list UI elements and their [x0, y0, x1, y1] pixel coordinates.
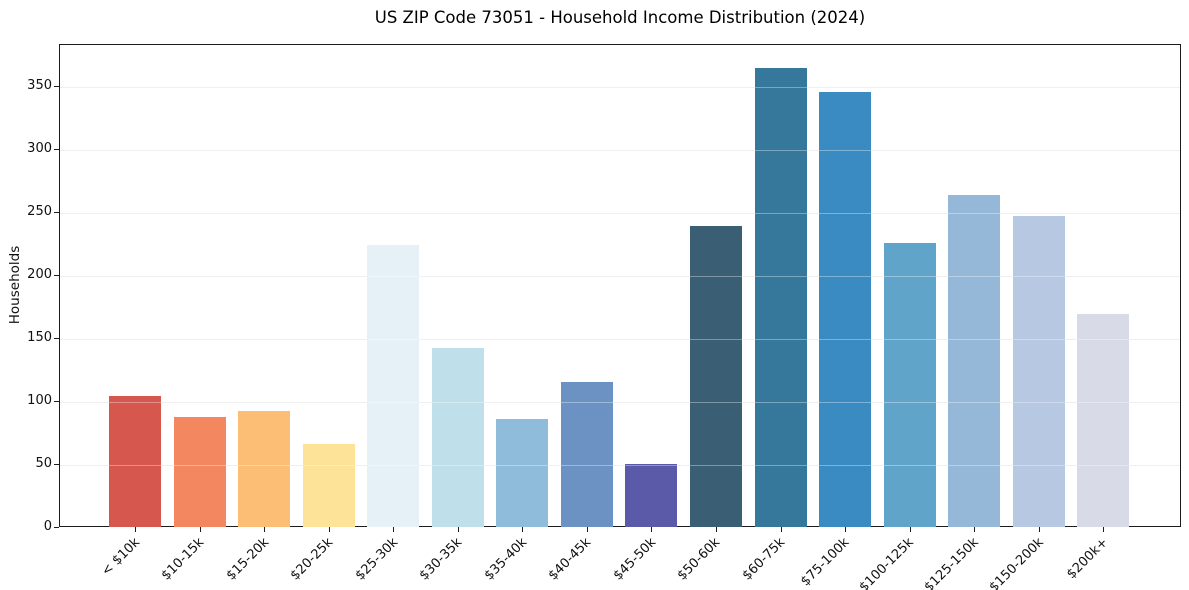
y-tick-label: 150 — [27, 329, 52, 345]
gridline — [60, 401, 1180, 403]
x-tick-label: $60-75k — [739, 535, 789, 584]
y-tick-mark — [54, 274, 59, 276]
y-tick-label: 250 — [27, 203, 52, 219]
x-tick-label: $20-25k — [287, 535, 337, 584]
y-axis-label: Households — [7, 245, 23, 325]
bar-$35-40k — [496, 418, 549, 527]
bar-$200k+ — [1077, 313, 1130, 527]
y-tick-mark — [54, 463, 59, 465]
bar-$50-60k — [689, 225, 742, 527]
y-tick-mark — [54, 211, 59, 213]
bar-$45-50k — [625, 463, 678, 527]
bar-$60-75k — [754, 67, 807, 527]
y-tick-label: 300 — [27, 140, 52, 156]
y-tick-mark — [54, 148, 59, 150]
x-tick-label: $150-200k — [986, 535, 1047, 590]
x-tick-mark — [974, 527, 976, 532]
y-tick-label: 200 — [27, 266, 52, 282]
x-tick-mark — [780, 527, 782, 532]
y-tick-mark — [54, 527, 59, 528]
bar-$25-30k — [367, 244, 420, 527]
x-tick-mark — [457, 527, 459, 532]
bar-$10-15k — [173, 417, 226, 527]
x-tick-label: $50-60k — [675, 535, 724, 584]
bar-$125-150k — [948, 195, 1001, 527]
bar-< $10k — [109, 395, 161, 527]
x-tick-mark — [328, 527, 330, 532]
x-tick-label: $35-40k — [481, 535, 530, 584]
y-tick-mark — [54, 400, 59, 402]
bar-$40-45k — [560, 381, 613, 527]
x-tick-label: $75-100k — [798, 535, 853, 590]
x-tick-label: $15-20k — [223, 535, 272, 584]
x-tick-label: $125-150k — [921, 535, 982, 590]
x-tick-label: $100-125k — [857, 535, 918, 590]
gridline — [60, 338, 1180, 340]
x-tick-label: $45-50k — [610, 535, 660, 584]
x-tick-label: $25-30k — [352, 535, 401, 584]
gridline — [60, 212, 1180, 214]
y-tick-label: 0 — [43, 519, 52, 534]
x-tick-mark — [586, 527, 588, 532]
bar-$150-200k — [1012, 215, 1065, 527]
x-tick-mark — [1038, 527, 1040, 532]
x-tick-label: $40-45k — [545, 535, 595, 584]
x-tick-mark — [522, 527, 524, 532]
x-tick-mark — [264, 527, 266, 532]
x-tick-mark — [845, 527, 847, 532]
bar-$100-125k — [883, 243, 936, 527]
gridline — [60, 86, 1180, 88]
x-tick-mark — [135, 527, 136, 532]
chart-title: US ZIP Code 73051 - Household Income Dis… — [374, 8, 866, 27]
x-tick-mark — [651, 527, 653, 532]
y-tick-mark — [54, 337, 59, 339]
bar-$30-35k — [431, 347, 484, 527]
x-tick-mark — [909, 527, 911, 532]
bar-$75-100k — [819, 91, 872, 527]
y-tick-label: 100 — [27, 392, 52, 408]
x-tick-mark — [1103, 527, 1105, 532]
x-tick-mark — [199, 527, 201, 532]
bar-$15-20k — [238, 410, 291, 527]
bar-$20-25k — [302, 443, 355, 527]
y-tick-label: 350 — [27, 77, 52, 93]
x-tick-mark — [715, 527, 717, 532]
y-tick-mark — [54, 85, 59, 87]
gridline — [60, 149, 1180, 151]
x-tick-label: $200k+ — [1063, 535, 1111, 583]
x-tick-mark — [393, 527, 395, 532]
gridline — [60, 464, 1180, 466]
plot-area — [59, 44, 1181, 527]
x-tick-label: $10-15k — [158, 535, 208, 584]
gridline — [60, 275, 1180, 277]
x-tick-label: $30-35k — [416, 535, 466, 584]
y-tick-label: 50 — [35, 455, 52, 471]
x-tick-label: < $10k — [98, 535, 143, 580]
